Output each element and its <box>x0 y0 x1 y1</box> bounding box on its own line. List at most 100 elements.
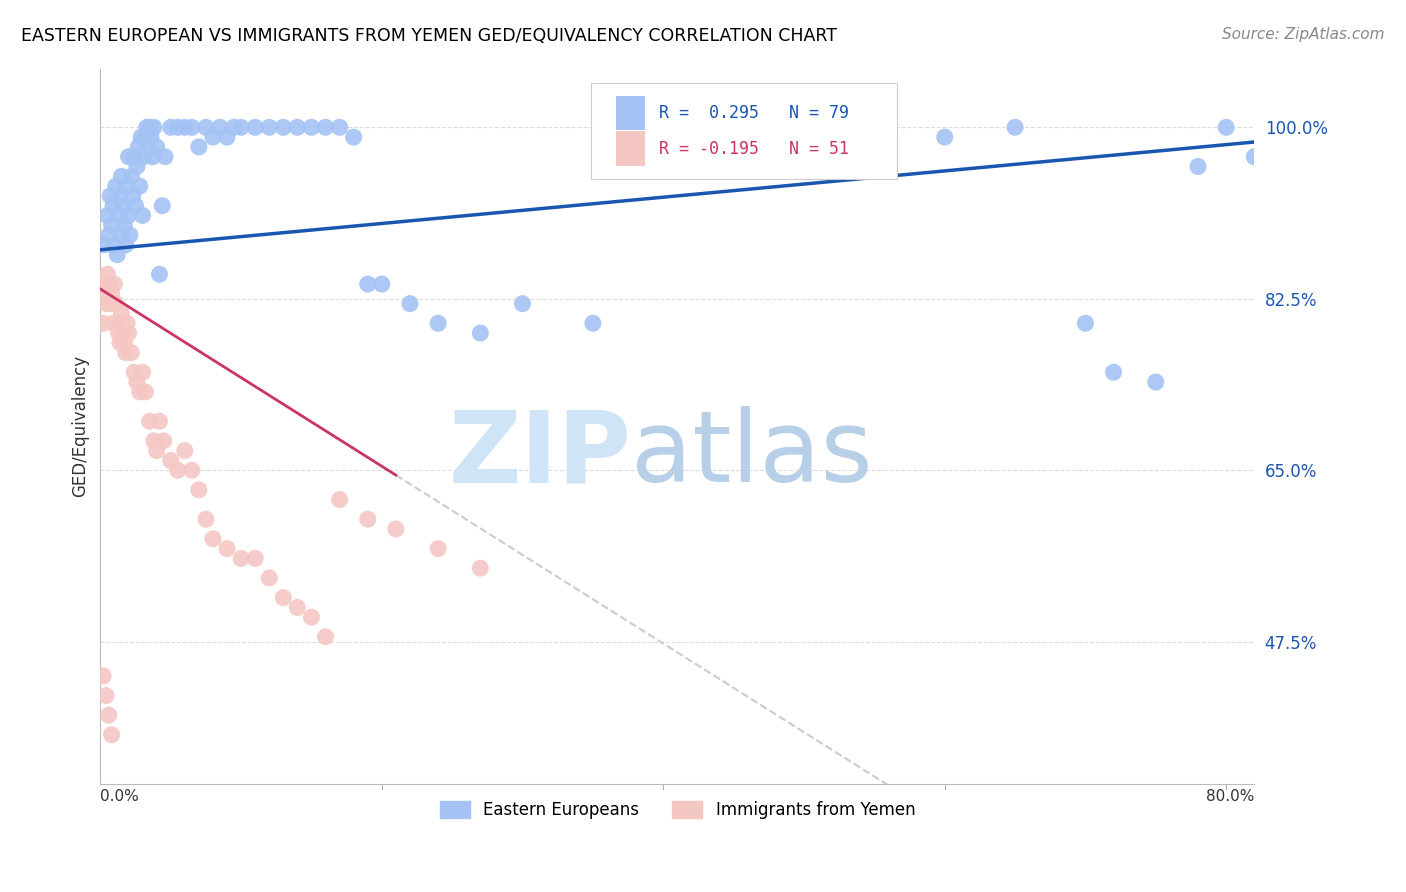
Point <box>145 443 167 458</box>
Point <box>132 150 155 164</box>
Text: EASTERN EUROPEAN VS IMMIGRANTS FROM YEMEN GED/EQUIVALENCY CORRELATION CHART: EASTERN EUROPEAN VS IMMIGRANTS FROM YEME… <box>21 27 837 45</box>
Point <box>125 375 148 389</box>
Point <box>652 160 675 174</box>
Point <box>120 169 142 184</box>
Point <box>180 120 202 135</box>
Text: 0.0%: 0.0% <box>100 789 139 804</box>
Point <box>301 120 323 135</box>
Point <box>117 209 139 223</box>
Point <box>120 345 142 359</box>
Point <box>723 150 745 164</box>
Point <box>101 199 124 213</box>
Text: R =  0.295   N = 79: R = 0.295 N = 79 <box>659 103 849 122</box>
Point <box>371 277 394 291</box>
Point <box>124 199 146 213</box>
Point <box>94 689 117 703</box>
Point <box>96 267 118 281</box>
Point <box>97 228 120 243</box>
Point <box>180 463 202 477</box>
Point <box>427 316 450 330</box>
Point <box>110 306 132 320</box>
Text: atlas: atlas <box>631 406 873 503</box>
FancyBboxPatch shape <box>591 83 897 179</box>
Text: R = -0.195   N = 51: R = -0.195 N = 51 <box>659 140 849 158</box>
Point <box>1102 365 1125 379</box>
Point <box>229 551 252 566</box>
Point <box>229 120 252 135</box>
Point <box>93 238 115 252</box>
Point <box>301 610 323 624</box>
Point <box>159 120 181 135</box>
Point <box>201 130 224 145</box>
Point <box>201 532 224 546</box>
Point <box>1074 316 1097 330</box>
Point <box>91 669 114 683</box>
Point <box>128 179 150 194</box>
Point <box>125 160 148 174</box>
Point <box>357 277 380 291</box>
Point <box>114 345 136 359</box>
Text: ZIP: ZIP <box>449 406 631 503</box>
Point <box>136 140 159 154</box>
Point <box>121 189 143 203</box>
Point <box>315 120 337 135</box>
Point <box>243 551 266 566</box>
Point <box>97 708 120 723</box>
Point <box>104 296 127 310</box>
Point <box>97 277 120 291</box>
Point <box>243 120 266 135</box>
Point <box>271 120 294 135</box>
Point <box>1215 120 1237 135</box>
Point <box>105 248 128 262</box>
Point <box>166 463 188 477</box>
Point <box>117 326 139 340</box>
Point <box>100 728 122 742</box>
Point <box>111 326 134 340</box>
Point <box>101 316 124 330</box>
Point <box>271 591 294 605</box>
Point <box>385 522 408 536</box>
Point <box>1144 375 1167 389</box>
Point <box>148 414 170 428</box>
Point <box>173 120 195 135</box>
Point <box>127 140 149 154</box>
Point <box>1004 120 1026 135</box>
Point <box>129 130 152 145</box>
Text: 80.0%: 80.0% <box>1206 789 1254 804</box>
FancyBboxPatch shape <box>616 131 645 166</box>
Point <box>110 169 132 184</box>
Point <box>139 130 162 145</box>
Point <box>90 277 112 291</box>
Point <box>470 561 492 575</box>
Point <box>357 512 380 526</box>
Point <box>173 443 195 458</box>
Point <box>104 179 127 194</box>
Point <box>1187 160 1209 174</box>
Point <box>329 120 352 135</box>
Point <box>98 189 121 203</box>
Point <box>142 434 165 448</box>
Point <box>128 384 150 399</box>
Point <box>110 228 132 243</box>
Point <box>114 238 136 252</box>
Point <box>93 286 115 301</box>
Point <box>343 130 366 145</box>
Point <box>315 630 337 644</box>
Point <box>138 414 160 428</box>
Point <box>152 434 174 448</box>
Point <box>98 296 121 310</box>
Legend: Eastern Europeans, Immigrants from Yemen: Eastern Europeans, Immigrants from Yemen <box>433 794 922 825</box>
Point <box>257 120 280 135</box>
Point <box>134 130 156 145</box>
Point <box>187 140 209 154</box>
Point <box>145 140 167 154</box>
Point <box>94 296 117 310</box>
Point <box>194 512 217 526</box>
Point <box>131 365 153 379</box>
Point <box>112 219 135 233</box>
Point <box>287 120 309 135</box>
Point <box>134 384 156 399</box>
Point <box>96 209 118 223</box>
Point <box>159 453 181 467</box>
Point <box>107 326 129 340</box>
